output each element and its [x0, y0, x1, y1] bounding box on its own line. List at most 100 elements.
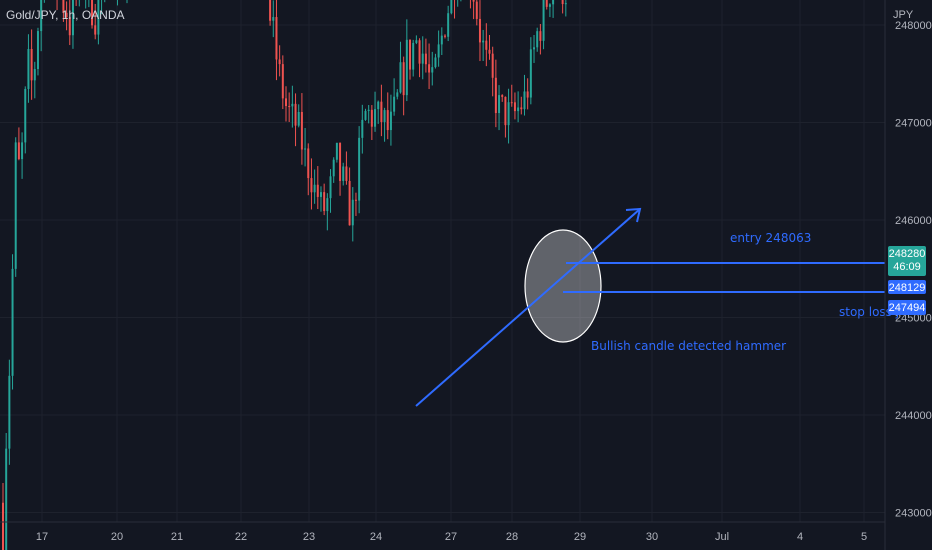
candle: [27, 34, 30, 103]
candle-layer: [2, 0, 567, 550]
candle: [434, 53, 437, 69]
candle: [62, 0, 65, 22]
candle: [323, 183, 326, 216]
candle: [561, 0, 564, 14]
entry-price-tag: 248129: [888, 280, 926, 294]
candle-body: [498, 95, 501, 114]
candle: [443, 34, 446, 39]
candle-body: [285, 98, 287, 107]
candle: [520, 96, 523, 115]
candle: [454, 0, 456, 19]
candle-body: [443, 35, 446, 37]
candle: [415, 35, 418, 45]
candle: [485, 23, 488, 67]
candle: [14, 137, 17, 277]
candle: [504, 96, 507, 138]
y-tick-label: 247000: [895, 118, 932, 130]
candle-body: [326, 198, 329, 212]
candle-body: [40, 0, 43, 32]
entry-label: entry 248063: [730, 231, 811, 245]
candle-body: [393, 96, 396, 112]
price-tag-text: 46:09: [893, 261, 921, 273]
candle: [364, 108, 367, 121]
candle-body: [418, 40, 421, 64]
candle-body: [523, 91, 526, 110]
candle-body: [405, 39, 408, 96]
candle-body: [269, 0, 272, 21]
trendline-arrowhead: [625, 207, 642, 223]
candle-body: [539, 31, 542, 41]
candle-body: [431, 67, 434, 73]
candle: [513, 92, 516, 120]
candle: [510, 84, 513, 107]
candle: [2, 482, 4, 550]
candle-body: [319, 192, 322, 197]
pattern-label: Bullish candle detected hammer: [591, 339, 786, 353]
candle-body: [548, 4, 551, 7]
candle: [30, 29, 33, 100]
candle-body: [30, 49, 33, 81]
candle: [377, 100, 380, 124]
candle: [412, 39, 415, 77]
candle-body: [33, 69, 36, 81]
candle: [421, 36, 424, 80]
candle-body: [386, 110, 389, 131]
candle: [285, 86, 287, 122]
annotation-layer: entry 248063 stop loss j Bullish candle de…: [415, 207, 899, 407]
x-tick-label: 5: [861, 531, 867, 543]
price-tag-bg: [888, 246, 926, 276]
x-tick-label: 20: [111, 531, 123, 543]
candle: [472, 0, 475, 20]
candle: [351, 187, 354, 242]
candle-body: [517, 107, 520, 112]
candle: [552, 0, 555, 18]
candle-body: [542, 0, 545, 41]
price-tag-text: 248280: [889, 248, 926, 260]
candle: [523, 74, 526, 116]
candle: [281, 55, 284, 110]
candle-body: [450, 0, 453, 14]
candle: [288, 92, 291, 123]
candle: [374, 91, 377, 132]
candle: [310, 158, 313, 210]
y-tick-label: 246000: [895, 215, 932, 227]
y-tick-label: 244000: [895, 410, 932, 422]
candle-body: [507, 102, 510, 126]
candle-body: [440, 35, 443, 45]
currency-label: JPY: [893, 9, 914, 21]
candle-body: [275, 17, 278, 60]
candle-body: [383, 110, 386, 122]
candle: [389, 94, 392, 146]
candle: [71, 0, 74, 49]
candle: [94, 3, 97, 40]
candle: [424, 38, 427, 73]
candle: [517, 91, 520, 123]
candle: [418, 38, 421, 78]
candle-body: [329, 176, 332, 199]
candle-body: [94, 25, 97, 35]
x-tick-label: 4: [797, 531, 803, 543]
candle: [278, 45, 281, 77]
candle: [482, 29, 485, 61]
candle-body: [501, 95, 504, 97]
candle-body: [358, 137, 361, 201]
candle-body: [2, 502, 4, 550]
candle-body: [475, 1, 478, 19]
candle: [40, 0, 43, 52]
candle: [548, 3, 551, 18]
x-tick-label: 23: [303, 531, 315, 543]
candle: [437, 30, 440, 67]
candle-body: [342, 166, 345, 181]
candle-body: [323, 192, 326, 212]
candle-body: [288, 106, 291, 108]
x-tick-label: 17: [36, 531, 48, 543]
candle: [304, 127, 307, 167]
candle-body: [21, 142, 24, 160]
candle-body: [361, 119, 364, 138]
chart-title: Gold/JPY, 1h, OANDA: [6, 8, 125, 22]
y-tick-label: 248000: [895, 20, 932, 32]
candle-body: [339, 142, 342, 181]
candle: [491, 46, 494, 97]
